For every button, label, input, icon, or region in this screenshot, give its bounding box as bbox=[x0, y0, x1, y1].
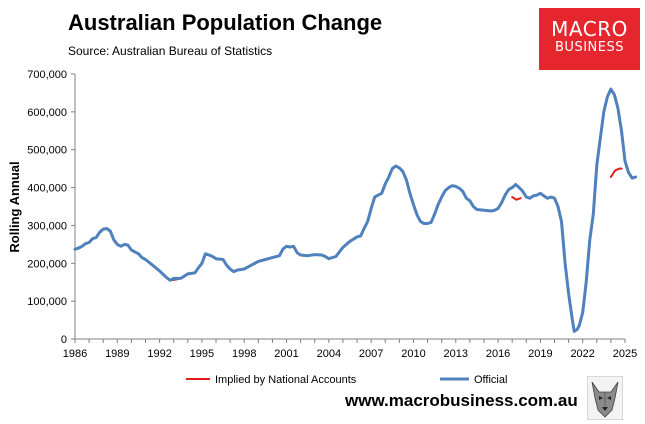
x-tick-label: 1995 bbox=[190, 348, 214, 360]
macrobusiness-logo: MACRO BUSINESS bbox=[539, 8, 640, 70]
x-tick-label: 2010 bbox=[401, 348, 425, 360]
x-tick-label: 1992 bbox=[147, 348, 171, 360]
x-tick-label: 2004 bbox=[317, 348, 341, 360]
y-tick-label: 500,000 bbox=[27, 145, 67, 157]
y-tick-label: 400,000 bbox=[27, 183, 67, 195]
logo-line-2: BUSINESS bbox=[555, 40, 624, 55]
x-tick-label: 2022 bbox=[570, 348, 594, 360]
x-tick-label: 2019 bbox=[528, 348, 552, 360]
y-tick-label: 300,000 bbox=[27, 220, 67, 232]
legend-label-implied: Implied by National Accounts bbox=[215, 374, 357, 386]
chart-axes: 0 100,000 200,000 300,000 400,000 500,000 600,… bbox=[27, 69, 637, 360]
series-line-implied bbox=[511, 196, 522, 201]
chart-title: Australian Population Change bbox=[68, 10, 383, 35]
y-tick-label: 200,000 bbox=[27, 258, 67, 270]
x-tick-label: 1998 bbox=[232, 348, 256, 360]
x-tick-label: 1986 bbox=[63, 348, 87, 360]
x-tick-label: 2007 bbox=[359, 348, 383, 360]
chart-source: Source: Australian Bureau of Statistics bbox=[68, 44, 273, 58]
chart-series bbox=[73, 87, 638, 333]
logo-line-1: MACRO bbox=[551, 17, 628, 41]
y-axis-title: Rolling Annual bbox=[7, 161, 22, 252]
legend-label-official: Official bbox=[474, 374, 507, 386]
website-url: www.macrobusiness.com.au bbox=[345, 391, 578, 410]
x-tick-label: 2001 bbox=[274, 348, 298, 360]
wolf-mascot-icon bbox=[587, 376, 623, 420]
y-tick-label: 600,000 bbox=[27, 107, 67, 119]
y-tick-label: 100,000 bbox=[27, 296, 67, 308]
x-tick-label: 1989 bbox=[105, 348, 129, 360]
chart-legend: Implied by National Accounts Official bbox=[186, 374, 507, 386]
series-line-official bbox=[73, 87, 638, 333]
x-tick-label: 2016 bbox=[486, 348, 510, 360]
x-tick-label: 2013 bbox=[444, 348, 468, 360]
y-tick-label: 0 bbox=[61, 334, 67, 346]
series-line-implied bbox=[609, 167, 623, 178]
x-tick-label: 2025 bbox=[613, 348, 637, 360]
y-tick-label: 700,000 bbox=[27, 69, 67, 81]
